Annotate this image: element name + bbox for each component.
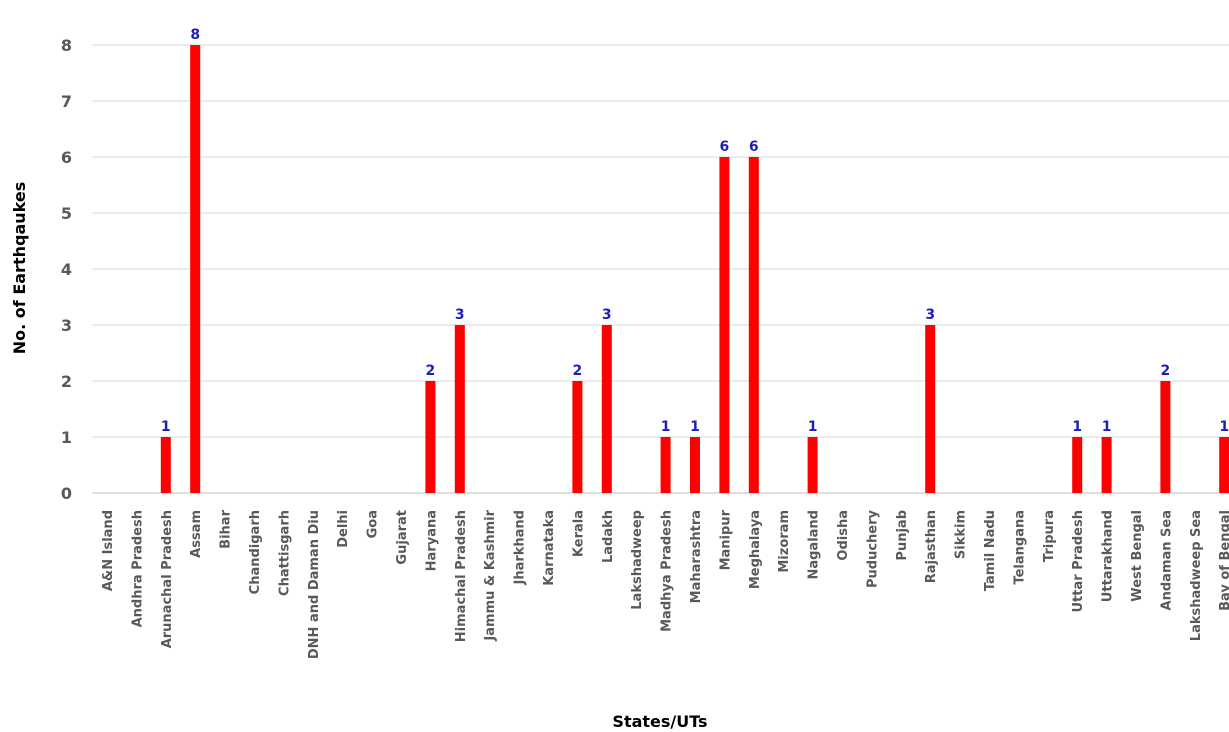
y-tick-label: 0 [61, 484, 72, 503]
data-label: 2 [426, 363, 436, 379]
x-tick-label: Chandigarh [248, 510, 263, 594]
x-tick-label: Karnataka [542, 510, 557, 586]
bar [1072, 437, 1083, 493]
x-tick-label: Haryana [424, 510, 439, 571]
bar [1160, 381, 1171, 493]
bar [160, 437, 171, 493]
y-tick-label: 5 [61, 204, 72, 223]
y-axis-ticks: 0 1 2 3 4 5 6 7 8 [61, 36, 72, 503]
bar [425, 381, 436, 493]
y-tick-label: 3 [61, 316, 72, 335]
data-label: 3 [925, 307, 935, 323]
x-tick-label: Andhra Pradesh [130, 510, 145, 627]
data-label: 2 [1161, 363, 1171, 379]
x-tick-label: Ladakh [601, 510, 616, 563]
x-tick-label: Chattisgarh [277, 510, 292, 596]
x-tick-label: Tamil Nadu [983, 510, 998, 591]
x-tick-label: Manipur [718, 509, 733, 570]
x-tick-label: Telangana [1012, 510, 1027, 585]
bar [454, 325, 465, 493]
x-tick-label: Jharkhand [513, 510, 528, 586]
y-tick-label: 6 [61, 148, 72, 167]
x-tick-label: Mizoram [777, 510, 792, 573]
bar [1219, 437, 1229, 493]
x-tick-label: Tripura [1042, 510, 1057, 562]
y-tick-label: 7 [61, 92, 72, 111]
x-tick-label: Nagaland [807, 510, 822, 580]
data-label: 6 [749, 139, 759, 155]
bar [748, 157, 759, 493]
x-tick-label: Lakshadweep Sea [1189, 510, 1204, 641]
bar [719, 157, 730, 493]
data-label: 1 [808, 419, 818, 435]
x-tick-label: Assam [189, 510, 204, 558]
x-tick-label: Himachal Pradesh [454, 510, 469, 642]
x-tick-label: Maharashtra [689, 510, 704, 603]
data-label: 1 [1072, 419, 1082, 435]
y-tick-label: 1 [61, 428, 72, 447]
x-tick-label: Sikkim [954, 510, 969, 559]
x-tick-label: Puduchery [865, 509, 880, 588]
data-label: 8 [190, 27, 200, 43]
data-label: 6 [720, 139, 730, 155]
x-tick-label: Odisha [836, 510, 851, 561]
x-tick-label: West Bengal [1130, 510, 1145, 602]
data-label: 3 [455, 307, 465, 323]
x-tick-label: Uttar Pradesh [1071, 510, 1086, 613]
data-label: 1 [690, 419, 700, 435]
data-label: 1 [661, 419, 671, 435]
bar [807, 437, 818, 493]
x-tick-label: Lakshadweep [630, 510, 645, 610]
data-label: 2 [573, 363, 583, 379]
bar [572, 381, 583, 493]
x-axis-ticks: A&N Island Andhra Pradesh Arunachal Prades… [101, 509, 1229, 659]
data-label: 3 [602, 307, 612, 323]
bars [160, 45, 1229, 493]
x-tick-label: Meghalaya [748, 510, 763, 589]
y-axis-title: No. of Earthqaukes [10, 182, 29, 354]
data-label: 1 [1102, 419, 1112, 435]
gridlines [92, 44, 1229, 494]
x-tick-label: Gujarat [395, 510, 410, 565]
x-tick-label: A&N Island [101, 510, 116, 591]
x-tick-label: Bay of Bengal [1218, 510, 1229, 611]
bar [190, 45, 201, 493]
x-tick-label: Punjab [895, 510, 910, 561]
x-tick-label: Arunachal Pradesh [160, 510, 175, 648]
y-tick-label: 4 [61, 260, 72, 279]
x-tick-label: Goa [366, 510, 381, 538]
x-tick-label: DNH and Daman Diu [307, 510, 322, 659]
bar [660, 437, 671, 493]
x-tick-label: Uttarakhand [1101, 510, 1116, 602]
y-tick-label: 8 [61, 36, 72, 55]
x-tick-label: Andaman Sea [1159, 510, 1174, 610]
x-tick-label: Madhya Pradesh [660, 510, 675, 632]
x-tick-label: Kerala [571, 510, 586, 557]
x-tick-label: Jammu & Kashmir [483, 509, 498, 641]
x-axis-title: States/UTs [612, 712, 707, 731]
bar [1101, 437, 1112, 493]
x-tick-label: Rajasthan [924, 510, 939, 583]
bar [601, 325, 612, 493]
bar [690, 437, 700, 493]
x-tick-label: Bihar [219, 509, 234, 548]
bar [925, 325, 936, 493]
x-tick-label: Delhi [336, 510, 351, 548]
y-tick-label: 2 [61, 372, 72, 391]
data-label: 1 [161, 419, 171, 435]
data-label: 1 [1219, 419, 1229, 435]
data-labels: 1 8 2 3 2 3 1 1 6 6 1 3 1 1 2 1 [161, 27, 1229, 435]
